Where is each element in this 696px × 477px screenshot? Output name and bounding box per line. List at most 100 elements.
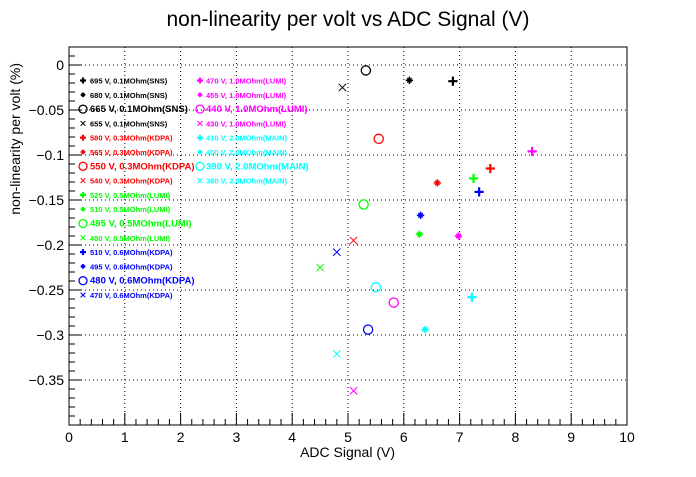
legend-label: 470 V, 1.0MOhm(LUMI): [206, 77, 287, 86]
legend-label: 470 V, 0.6MOhm(KDPA): [90, 291, 173, 300]
data-point: [415, 230, 424, 238]
axis-ticks: [68, 55, 628, 425]
legend-marker: [80, 92, 86, 98]
legend-marker: [78, 276, 88, 286]
data-point: [485, 163, 495, 174]
legend-label: 525 V, 0.5MOhm(LUMI): [90, 191, 171, 200]
data-point: [370, 282, 382, 293]
legend-label: 510 V, 0.6MOhm(KDPA): [90, 248, 173, 257]
legend-marker: [78, 218, 88, 229]
chart-title: non-linearity per volt vs ADC Signal (V): [167, 8, 530, 31]
data-point: [338, 83, 347, 92]
legend-label: 480 V, 0.5MOhm(LUMI): [90, 234, 171, 243]
data-point: [349, 236, 358, 245]
legend-marker: [197, 120, 203, 127]
legend-marker: [80, 134, 86, 141]
legend-marker: [197, 134, 203, 141]
data-point: [448, 76, 458, 86]
data-point: [421, 325, 429, 334]
y-tick-label: −0.2: [36, 237, 64, 253]
data-point: [474, 187, 484, 197]
legend-label: 380 V, 2.0MOhm(MAIN): [206, 177, 287, 186]
legend-marker: [78, 161, 88, 171]
y-tick-label: −0.3: [36, 327, 64, 343]
y-axis-label: non-linearity per volt (%): [7, 63, 23, 215]
data-point: [358, 199, 369, 210]
legend-label: 655 V, 0.1MOhm(SNS): [90, 119, 168, 128]
y-tick-label: −0.35: [29, 372, 65, 388]
data-point: [332, 349, 341, 358]
legend-marker: [80, 235, 86, 241]
x-tick-labels: 0 1 2 3 4 5 6 7 8 9 10: [65, 429, 635, 445]
legend-marker: [197, 177, 203, 184]
legend-label: 480 V, 0.6MOhm(KDPA): [90, 276, 195, 287]
x-tick-label: 6: [400, 429, 408, 445]
x-tick-label: 8: [512, 429, 520, 445]
legend-marker: [80, 149, 86, 155]
y-tick-label: −0.15: [29, 192, 65, 208]
data-point: [373, 133, 384, 145]
data-point: [416, 211, 425, 219]
legend-marker: [197, 149, 203, 155]
data-point: [454, 232, 463, 240]
legend-marker: [80, 264, 86, 269]
data-point: [433, 179, 441, 187]
x-tick-label: 3: [233, 429, 241, 445]
legend-label: 680 V, 0.1MOhm(SNS): [90, 91, 168, 100]
legend-label: 510 V, 0.5MOhm(LUMI): [90, 205, 171, 214]
data-points: [316, 65, 537, 395]
y-tick-labels: 0 −0.05 −0.1 −0.15 −0.2 −0.25 −0.3 −0.35: [29, 57, 65, 388]
legend-marker: [80, 177, 86, 184]
legend-marker: [197, 77, 203, 84]
data-point: [405, 76, 414, 84]
legend-marker: [80, 120, 86, 127]
x-tick-label: 7: [456, 429, 464, 445]
data-point: [332, 248, 341, 257]
legend-marker: [195, 161, 205, 171]
legend-label: 495 V, 0.5MOhm(LUMI): [90, 219, 192, 230]
grid-layer: [69, 47, 627, 425]
x-tick-label: 5: [344, 429, 352, 445]
legend-label: 540 V, 0.3MOhm(KDPA): [90, 177, 173, 186]
data-point: [527, 146, 537, 156]
x-tick-label: 10: [619, 429, 635, 445]
legend-label: 665 V, 0.1MOhm(SNS): [90, 104, 188, 115]
legend-label: 430 V, 1.0MOhm(LUMI): [206, 119, 287, 128]
legend-marker: [197, 92, 203, 98]
legend-label: 695 V, 0.1MOhm(SNS): [90, 77, 168, 86]
x-axis-label: ADC Signal (V): [300, 444, 395, 460]
legend-label: 580 V, 0.3MOhm(KDPA): [90, 134, 173, 143]
legend-marker: [80, 249, 86, 256]
legend-marker: [78, 104, 88, 114]
legend-marker: [80, 206, 86, 212]
x-tick-label: 1: [121, 429, 129, 445]
legend-label: 440 V, 1.0MOhm(LUMI): [206, 104, 308, 115]
data-point: [316, 263, 325, 272]
legend-label: 550 V, 0.3MOhm(KDPA): [90, 161, 195, 172]
y-tick-label: 0: [56, 57, 64, 73]
data-point: [349, 386, 358, 395]
legend-label: 390 V, 2.0MOhm(MAIN): [206, 161, 309, 172]
data-point: [362, 324, 374, 335]
y-tick-label: −0.25: [29, 282, 65, 298]
legend-label: 455 V, 1.0MOhm(LUMI): [206, 91, 287, 100]
data-point: [468, 173, 479, 183]
data-point: [360, 65, 372, 76]
y-tick-label: −0.1: [36, 147, 64, 163]
legend-marker: [80, 77, 86, 84]
data-point: [467, 292, 477, 302]
legend-label: 495 V, 0.6MOhm(KDPA): [90, 262, 173, 271]
x-tick-label: 2: [177, 429, 185, 445]
legend-center: 470 V, 1.0MOhm(LUMI) 455 V, 1.0MOhm(LUMI)…: [195, 77, 309, 186]
x-tick-label: 0: [65, 429, 73, 445]
legend-marker: [195, 104, 205, 114]
legend-label: 410 V, 2.0MOhm(MAIN): [206, 134, 287, 143]
x-tick-label: 4: [288, 429, 296, 445]
legend-marker: [80, 292, 86, 298]
legend-label: 400 V, 2.0MOhm(MAIN): [206, 148, 287, 157]
data-point: [388, 297, 400, 308]
y-tick-label: −0.05: [29, 102, 65, 118]
